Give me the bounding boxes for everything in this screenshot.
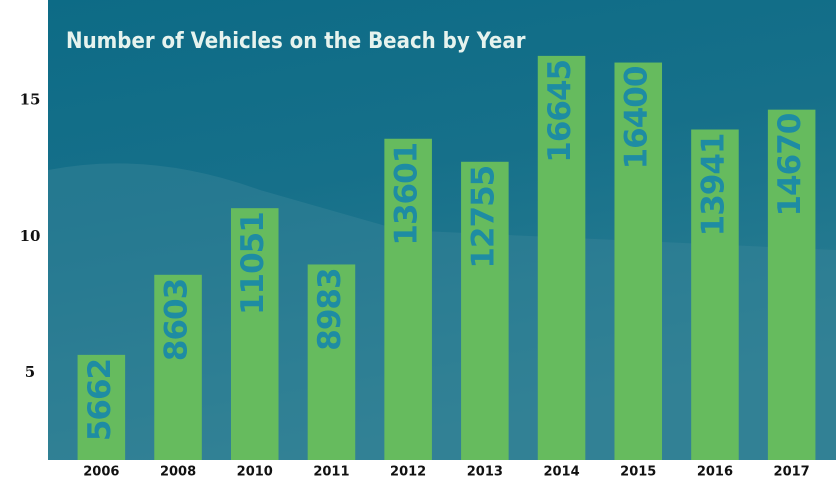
chart-title: Number of Vehicles on the Beach by Year [66, 29, 526, 54]
x-tick-label: 2016 [697, 465, 733, 480]
y-tick-label: 5 [25, 363, 35, 381]
x-tick-label: 2013 [467, 465, 503, 480]
value-label: 14670 [772, 113, 808, 216]
x-tick-label: 2008 [160, 465, 196, 480]
x-tick-label: 2010 [237, 465, 273, 480]
x-tick-label: 2011 [313, 465, 349, 480]
value-label: 16400 [619, 66, 655, 169]
x-tick-label: 2014 [543, 465, 579, 480]
x-tick-label: 2017 [774, 465, 810, 480]
x-tick-label: 2012 [390, 465, 426, 480]
value-label: 12755 [465, 166, 501, 269]
x-tick-label: 2015 [620, 465, 656, 480]
value-label: 13941 [695, 133, 731, 236]
y-tick-label: 15 [20, 91, 41, 109]
x-tick-label: 2006 [83, 465, 119, 480]
value-label: 11051 [235, 212, 271, 315]
value-label: 16645 [542, 60, 578, 163]
value-label: 8603 [159, 279, 195, 361]
value-label: 13601 [389, 143, 425, 246]
chart: Number of Vehicles on the Beach by Year … [0, 0, 836, 480]
value-label: 8983 [312, 268, 348, 350]
value-label: 5662 [82, 359, 118, 441]
y-tick-label: 10 [20, 227, 41, 245]
